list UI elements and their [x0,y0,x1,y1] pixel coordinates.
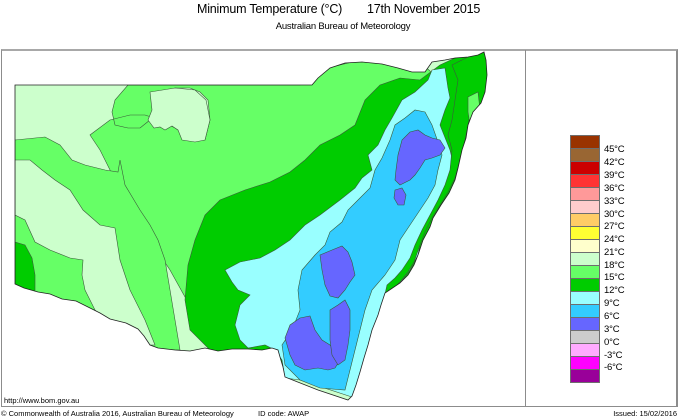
legend-divider [525,50,526,407]
issued-date: Issued: 15/02/2016 [613,409,677,418]
legend-label: 0°C [604,337,620,348]
legend-swatch [571,253,599,266]
legend-label: 21°C [604,247,625,258]
legend-label: 15°C [604,272,625,283]
legend-swatch [571,279,599,292]
legend-swatch [571,136,599,149]
legend-swatch [571,162,599,175]
map-frame [1,49,678,407]
id-code: ID code: AWAP [258,409,310,418]
legend-swatch [571,292,599,305]
legend-swatch [571,240,599,253]
legend-swatch [571,357,599,370]
legend-swatch [571,214,599,227]
legend-label: 18°C [604,260,625,271]
source-url: http://www.bom.gov.au [4,396,80,405]
legend-label: 33°C [604,196,625,207]
legend-swatch [571,266,599,279]
copyright-text: © Commonwealth of Australia 2016, Austra… [1,409,234,418]
legend-swatch [571,201,599,214]
legend-swatch [571,149,599,162]
legend-colorbar [570,135,600,383]
map-date: 17th November 2015 [367,2,481,16]
legend-label: 24°C [604,234,625,245]
title-bar: Minimum Temperature (°C) 17th November 2… [0,0,680,20]
legend-label: -3°C [604,350,623,361]
legend-label: 42°C [604,157,625,168]
legend-swatch [571,331,599,344]
legend-label: 9°C [604,298,620,309]
legend-swatch [571,188,599,201]
map-subtitle: Australian Bureau of Meteorology [275,21,411,32]
legend-label: 27°C [604,221,625,232]
legend-label: 36°C [604,183,625,194]
legend-label: 45°C [604,144,625,155]
legend-label: 12°C [604,285,625,296]
legend-swatch [571,227,599,240]
legend-swatch [571,175,599,188]
legend-swatch [571,370,599,382]
legend-label: 6°C [604,311,620,322]
legend-label: 30°C [604,209,625,220]
legend-label: 39°C [604,170,625,181]
legend-swatch [571,305,599,318]
legend-label: -6°C [604,362,623,373]
legend-swatch [571,318,599,331]
map-title: Minimum Temperature (°C) [197,2,343,16]
legend-swatch [571,344,599,357]
legend-label: 3°C [604,324,620,335]
